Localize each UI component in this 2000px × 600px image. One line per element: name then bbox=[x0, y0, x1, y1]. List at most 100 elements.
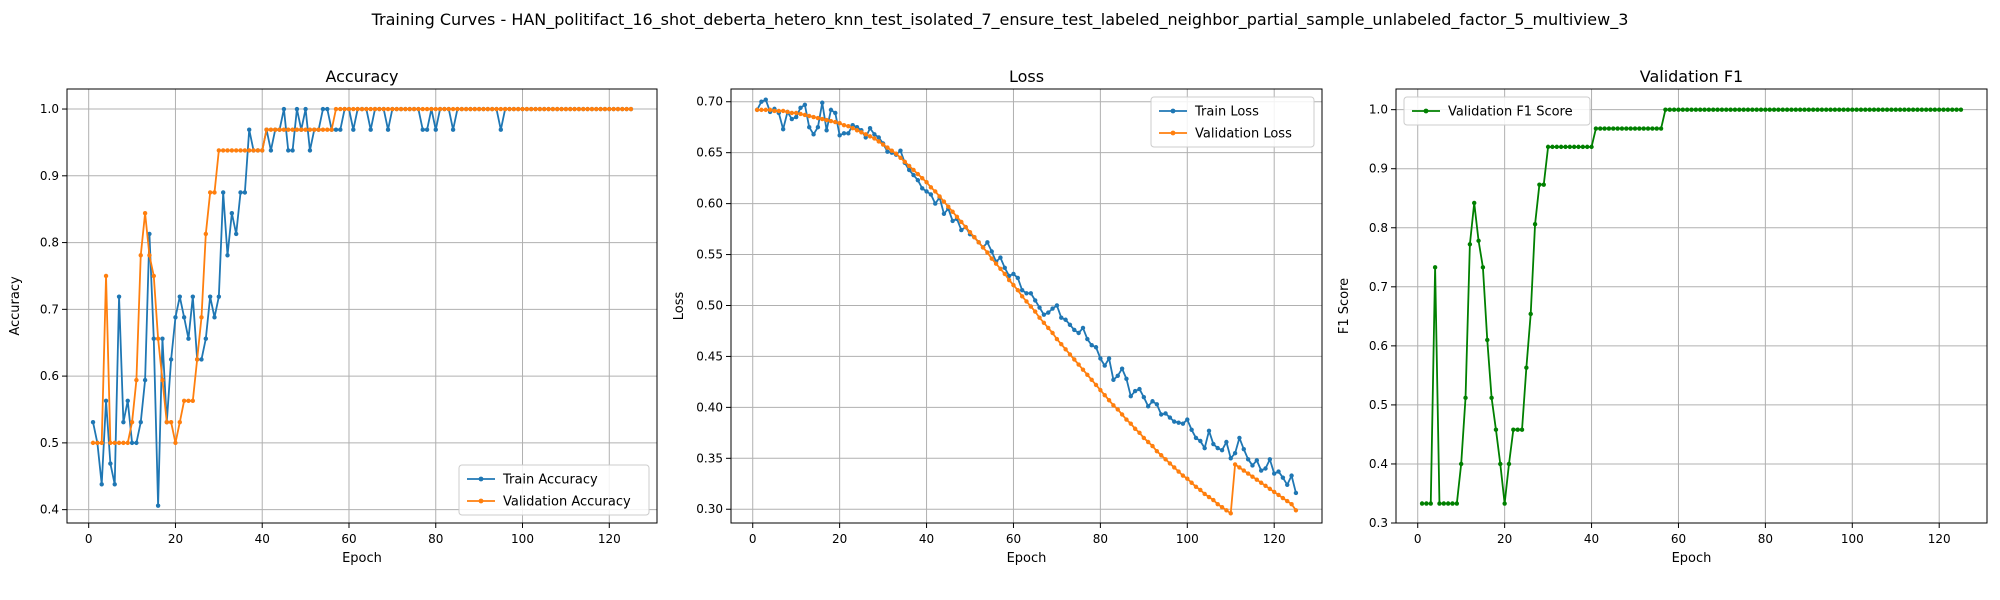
data-point bbox=[1741, 107, 1746, 112]
data-point bbox=[485, 106, 491, 112]
data-point bbox=[1424, 501, 1429, 506]
data-point bbox=[1272, 489, 1277, 495]
axes-frame bbox=[1395, 88, 1988, 524]
data-point bbox=[780, 127, 786, 132]
data-point bbox=[1050, 330, 1055, 336]
data-point bbox=[116, 294, 122, 299]
x-tick-label: 20 bbox=[832, 532, 847, 546]
data-point bbox=[837, 133, 842, 138]
x-tick-label: 80 bbox=[1758, 532, 1773, 546]
data-point bbox=[142, 377, 148, 383]
data-point bbox=[1093, 345, 1099, 350]
data-point bbox=[498, 127, 504, 132]
series-validation-accuracy bbox=[90, 106, 634, 446]
x-tick-label: 120 bbox=[1928, 532, 1951, 546]
data-point bbox=[238, 190, 243, 195]
data-point bbox=[1463, 395, 1468, 401]
data-point bbox=[885, 145, 890, 150]
data-point bbox=[177, 419, 182, 425]
data-point bbox=[1032, 298, 1038, 303]
data-point bbox=[833, 119, 838, 125]
y-tick-label: 0.6 bbox=[1369, 339, 1388, 353]
data-point bbox=[333, 127, 339, 132]
data-point bbox=[867, 126, 873, 131]
data-point bbox=[1159, 412, 1164, 417]
data-point bbox=[1241, 468, 1246, 473]
data-point bbox=[1072, 327, 1077, 333]
chart-title: Loss bbox=[1009, 67, 1044, 86]
data-point bbox=[1011, 271, 1016, 277]
data-point bbox=[247, 148, 252, 153]
y-tick-label: 0.4 bbox=[40, 503, 59, 517]
data-point bbox=[1141, 394, 1147, 400]
legend-label: Validation Loss bbox=[1195, 127, 1292, 142]
data-point bbox=[1237, 465, 1242, 470]
data-point bbox=[542, 106, 547, 112]
data-point bbox=[168, 357, 174, 362]
data-point bbox=[1489, 395, 1494, 401]
series-line bbox=[757, 108, 1297, 515]
data-point bbox=[1928, 107, 1933, 112]
data-point bbox=[1076, 362, 1081, 367]
data-point bbox=[1828, 107, 1833, 112]
data-point bbox=[1180, 473, 1186, 478]
x-tick-label: 40 bbox=[255, 532, 270, 546]
x-tick-label: 100 bbox=[1176, 532, 1199, 546]
data-point bbox=[1837, 107, 1842, 112]
data-point bbox=[377, 106, 382, 112]
data-point bbox=[576, 106, 582, 112]
data-point bbox=[898, 148, 903, 153]
data-point bbox=[555, 106, 560, 112]
data-point bbox=[1880, 107, 1885, 112]
data-point bbox=[1910, 107, 1916, 112]
data-point bbox=[1793, 107, 1798, 112]
data-point bbox=[793, 114, 799, 120]
data-point bbox=[585, 106, 590, 112]
data-point bbox=[385, 106, 391, 112]
data-point bbox=[1802, 107, 1807, 112]
data-point bbox=[880, 142, 886, 147]
data-point bbox=[411, 106, 417, 112]
data-point bbox=[780, 108, 786, 114]
data-point bbox=[1541, 182, 1546, 187]
data-point bbox=[173, 315, 178, 320]
data-point bbox=[1189, 480, 1194, 485]
data-point bbox=[798, 105, 803, 111]
data-point bbox=[489, 106, 495, 112]
data-point bbox=[1106, 356, 1112, 361]
data-point bbox=[1206, 428, 1212, 433]
data-point bbox=[520, 106, 525, 112]
data-point bbox=[1124, 376, 1129, 382]
data-point bbox=[1115, 407, 1120, 412]
data-point bbox=[1163, 411, 1168, 416]
data-point bbox=[959, 227, 964, 233]
y-tick-label: 0.60 bbox=[696, 197, 723, 211]
data-point bbox=[1111, 377, 1116, 383]
data-point bbox=[1663, 107, 1668, 112]
data-point bbox=[108, 461, 113, 466]
data-point bbox=[1245, 457, 1251, 462]
data-point bbox=[854, 128, 860, 133]
data-point bbox=[108, 440, 113, 446]
data-point bbox=[959, 219, 964, 225]
data-point bbox=[1624, 126, 1629, 131]
data-point bbox=[1024, 291, 1029, 296]
data-point bbox=[1941, 107, 1946, 112]
data-point bbox=[203, 231, 209, 237]
y-tick-label: 0.6 bbox=[40, 369, 59, 383]
data-point bbox=[498, 106, 504, 112]
x-tick-label: 40 bbox=[1584, 532, 1599, 546]
data-point bbox=[1676, 107, 1681, 112]
data-point bbox=[1254, 458, 1260, 463]
data-point bbox=[820, 100, 825, 105]
data-point bbox=[424, 106, 430, 112]
data-point bbox=[420, 127, 425, 132]
data-point bbox=[1102, 363, 1107, 368]
data-point bbox=[1632, 126, 1638, 131]
x-tick-label: 0 bbox=[85, 532, 93, 546]
data-point bbox=[767, 107, 773, 113]
legend-marker bbox=[478, 498, 484, 504]
data-point bbox=[368, 127, 373, 132]
data-point bbox=[151, 336, 156, 341]
data-point bbox=[1789, 107, 1794, 112]
